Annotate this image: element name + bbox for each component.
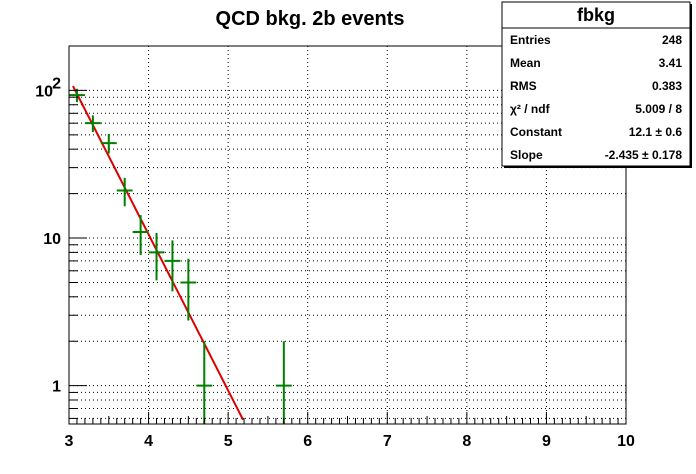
stats-label: Mean: [510, 56, 541, 70]
data-point: [180, 258, 197, 321]
data-point: [69, 88, 85, 103]
data-point: [84, 115, 101, 133]
stats-value: 3.41: [659, 56, 683, 70]
data-points-layer: [69, 88, 292, 424]
stats-label: Slope: [510, 148, 543, 162]
y-tick-label: 10: [43, 231, 61, 248]
data-point: [275, 341, 292, 424]
stats-label: χ² / ndf: [510, 102, 551, 116]
stats-value: 12.1 ± 0.6: [629, 125, 683, 139]
stats-box: fbkg Entries 248 Mean 3.41 RMS 0.383 χ² / ndf 5.…: [501, 1, 692, 168]
x-tick-label: 3: [65, 433, 74, 450]
stats-label: RMS: [510, 79, 537, 93]
x-tick-label: 6: [303, 433, 312, 450]
x-tick-label: 4: [144, 433, 153, 450]
chart-title: QCD bkg. 2b events: [216, 8, 405, 30]
data-point: [148, 232, 165, 281]
stats-box-frame: [501, 1, 691, 167]
y-tick-label: 1: [52, 379, 61, 396]
x-tick-label: 7: [383, 433, 392, 450]
stats-value: 248: [662, 33, 682, 47]
x-tick-label: 10: [617, 433, 635, 450]
plot-frame: [68, 45, 627, 425]
y-tick-label: 10: [35, 83, 53, 100]
x-tick-label: 9: [542, 433, 551, 450]
stats-box-title: fbkg: [577, 5, 615, 25]
stats-label: Constant: [510, 125, 562, 139]
data-point: [100, 134, 117, 154]
data-point: [164, 240, 181, 292]
data-point: [132, 215, 149, 255]
stats-value: 0.383: [652, 79, 682, 93]
y-tick-label-exponent: 2: [52, 75, 61, 92]
x-tick-label: 8: [462, 433, 471, 450]
data-point: [116, 177, 133, 207]
stats-label: Entries: [510, 33, 551, 47]
data-point: [196, 341, 213, 424]
stats-value: -2.435 ± 0.178: [605, 148, 683, 162]
x-tick-label: 5: [224, 433, 233, 450]
stats-value: 5.009 / 8: [635, 102, 682, 116]
